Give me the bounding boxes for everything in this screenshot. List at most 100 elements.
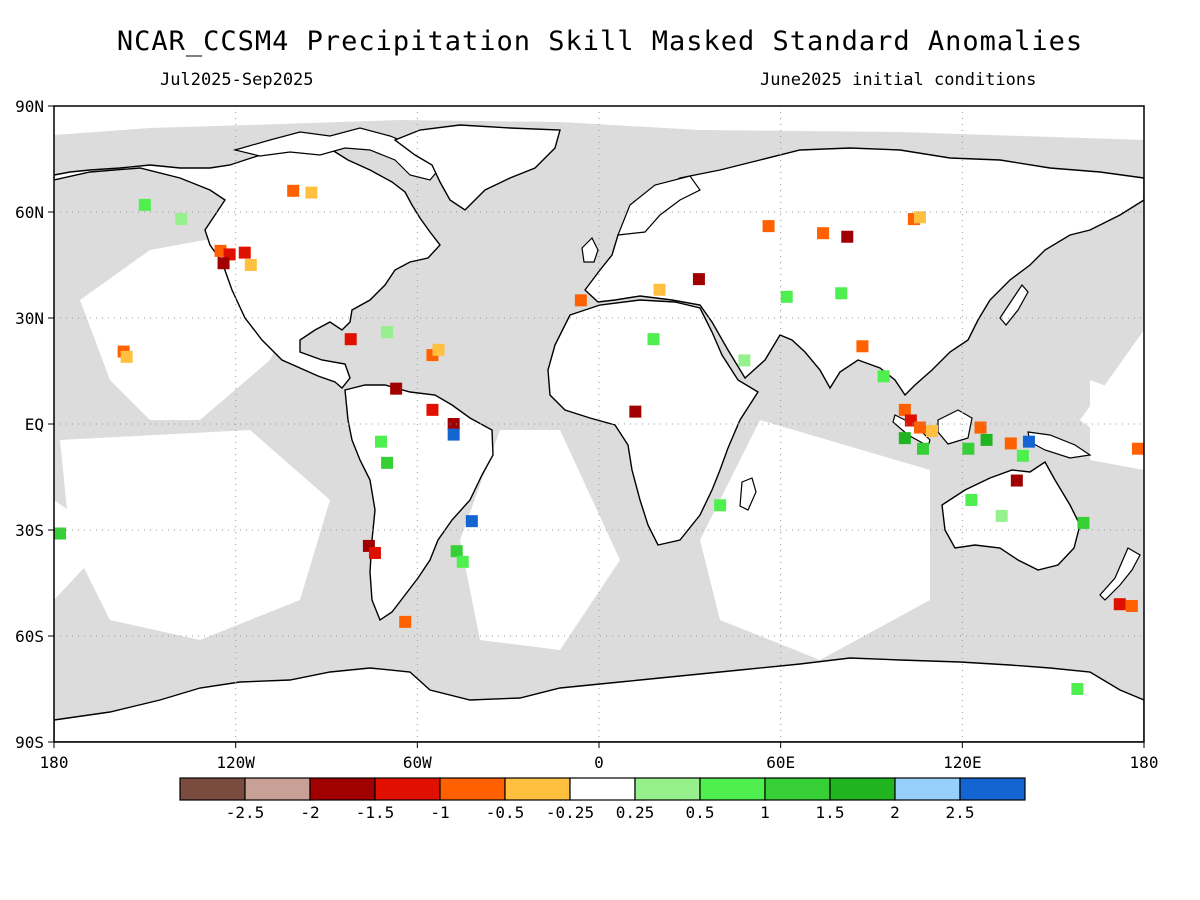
canada-arctic-islands: [232, 127, 441, 181]
anomaly-cell: [465, 515, 478, 528]
colorbar-swatch: [764, 777, 831, 801]
anomaly-cell: [305, 186, 318, 199]
anomaly-cell: [1010, 474, 1023, 487]
anomaly-cell: [692, 273, 705, 286]
anomaly-cell: [1016, 449, 1029, 462]
anomaly-cell: [1131, 442, 1144, 455]
colorbar-label: -0.5: [486, 803, 525, 822]
anomaly-cell: [913, 421, 926, 434]
anomaly-cells: [54, 184, 1144, 695]
anomaly-cell: [426, 403, 439, 416]
anomaly-cell: [1071, 683, 1084, 695]
colorbar-swatch: [504, 777, 571, 801]
anomaly-cell: [738, 354, 751, 367]
colorbar-swatch: [829, 777, 896, 801]
initial-conditions: June2025 initial conditions: [760, 70, 1037, 90]
anomaly-cell: [926, 425, 939, 438]
lon-tick-label: 120W: [216, 753, 255, 772]
anomaly-cell: [381, 326, 394, 339]
lon-tick-label: 180: [40, 753, 69, 772]
anomaly-cell: [1022, 435, 1035, 448]
colorbar-swatch: [634, 777, 701, 801]
anomaly-cell: [817, 227, 830, 240]
anomaly-cell: [1004, 437, 1017, 450]
anomaly-cell: [450, 545, 463, 558]
anomaly-cell: [898, 432, 911, 445]
anomaly-cell: [375, 435, 387, 448]
lon-tick-label: 0: [594, 753, 604, 772]
anomaly-cell: [120, 350, 133, 363]
lat-tick-label: 30S: [15, 521, 44, 540]
anomaly-cell: [714, 499, 727, 512]
latitude-labels: 90N 60N 30N EQ 30S 60S 90S: [15, 97, 54, 752]
anomaly-cell: [916, 442, 929, 455]
anomaly-cell: [456, 555, 469, 568]
colorbar-swatch: [959, 777, 1026, 801]
anomaly-cell: [287, 184, 300, 197]
lon-tick-label: 120E: [943, 753, 982, 772]
eurasia-outline: [584, 147, 1144, 397]
colorbar-label: 2.5: [946, 803, 975, 822]
colorbar-swatch: [699, 777, 766, 801]
anomaly-cell: [647, 333, 660, 346]
longitude-labels: 180 120W 60W 0 60E 120E 180: [40, 742, 1159, 772]
anomaly-cell: [244, 259, 257, 271]
colorbar-swatch: [374, 777, 441, 801]
colorbar-label: -0.25: [546, 803, 594, 822]
colorbar-swatch: [439, 777, 506, 801]
lat-tick-label: 90S: [15, 733, 44, 752]
colorbar-label: -2: [300, 803, 319, 822]
land-layer: [54, 124, 1144, 742]
lon-tick-label: 180: [1130, 753, 1159, 772]
colorbar-swatch: [894, 777, 961, 801]
anomaly-cell: [574, 294, 587, 307]
anomaly-cell: [432, 343, 445, 356]
anomaly-cell: [54, 527, 67, 540]
colorbar-swatch: [179, 777, 246, 801]
colorbar-label: -1.5: [356, 803, 395, 822]
scandinavia-outline: [617, 175, 701, 236]
graticule: [54, 106, 1144, 742]
ocean-unmasked-region: [1090, 380, 1144, 470]
lat-tick-label: 90N: [15, 97, 44, 116]
anomaly-cell: [447, 418, 460, 430]
colorbar: -2.5 -2 -1.5 -1 -0.5 -0.25 0.25 0.5 1 1.5 2 2.5: [179, 777, 1026, 822]
anomaly-cell: [995, 509, 1008, 522]
anomaly-cell: [653, 283, 666, 296]
colorbar-swatch: [244, 777, 311, 801]
lat-tick-label: 60N: [15, 203, 44, 222]
anomaly-cell: [390, 382, 403, 395]
forecast-period: Jul2025-Sep2025: [160, 70, 314, 90]
colorbar-label: 1.5: [816, 803, 845, 822]
anomaly-cell: [965, 493, 978, 506]
australia-outline: [941, 460, 1081, 571]
anomaly-cell: [913, 211, 926, 224]
anomaly-cell: [1125, 599, 1138, 612]
anomaly-cell: [175, 213, 188, 226]
anomaly-cell: [629, 405, 642, 418]
anomaly-cell: [904, 414, 917, 427]
japan-outline: [999, 284, 1029, 326]
anomaly-cell: [780, 290, 793, 303]
anomaly-cell: [856, 340, 869, 353]
colorbar-label: 0.5: [686, 803, 715, 822]
new-zealand-outline: [1099, 547, 1141, 601]
anomaly-cell: [238, 246, 251, 259]
anomaly-cell: [898, 403, 911, 416]
anomaly-cell: [962, 442, 975, 455]
anomaly-cell: [399, 615, 412, 628]
anomaly-cell: [368, 546, 381, 559]
greenland-outline: [393, 124, 561, 211]
anomaly-cell: [214, 244, 227, 257]
lat-tick-label: EQ: [25, 415, 44, 434]
anomaly-cell: [877, 370, 890, 383]
anomaly-cell: [974, 421, 987, 434]
anomaly-cell: [980, 433, 993, 446]
colorbar-swatch: [309, 777, 376, 801]
ocean-unmasked-region: [700, 420, 930, 660]
anomaly-cell: [835, 287, 848, 300]
lat-tick-label: 30N: [15, 309, 44, 328]
map-title: NCAR_CCSM4 Precipitation Skill Masked St…: [116, 26, 1084, 57]
anomaly-cell: [217, 257, 230, 270]
